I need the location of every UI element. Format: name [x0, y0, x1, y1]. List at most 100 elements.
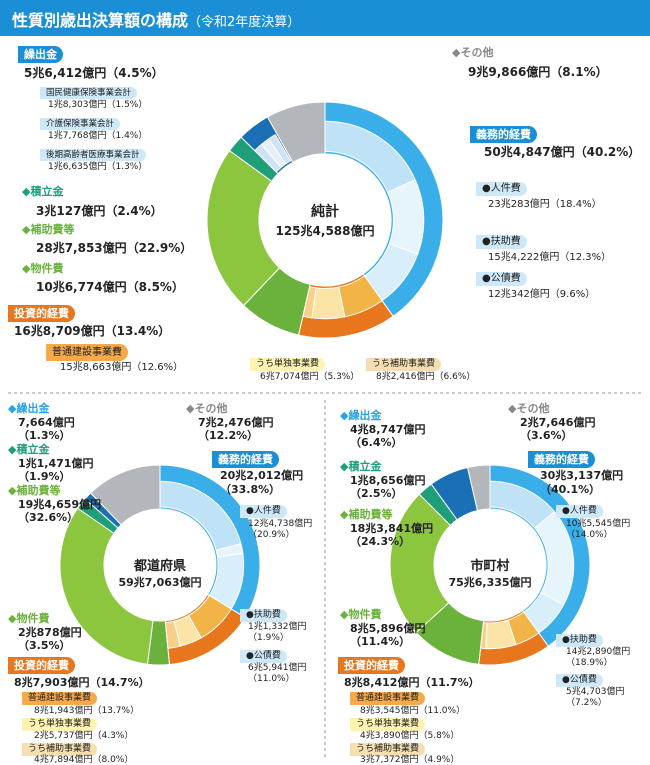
muni-label-mandatory: 義務的経費 — [528, 451, 595, 468]
pref-center-title: 都道府県 — [133, 559, 186, 574]
muni-label-transfer: ◆繰出金 — [340, 409, 382, 422]
pref-label-debt: ●公債費 — [240, 650, 287, 663]
muni-value-personnel: 10兆5,545億円 — [566, 519, 631, 529]
pref-label-transfer: ◆繰出金 — [8, 402, 50, 415]
pref-pct-personnel: （20.9%） — [248, 530, 295, 540]
pref-label-other-text: その他 — [194, 402, 228, 415]
muni-value-debt: 5兆4,703億円 — [566, 687, 625, 697]
header-bar: 性質別歳出決算額の構成（令和2年度決算） — [0, 0, 650, 36]
label-single: うち単独事業費 — [250, 358, 326, 371]
muni-pct-subsidy: （24.3%） — [350, 535, 411, 548]
value-nhi: 1兆8,303億円（1.5%） — [48, 100, 148, 110]
pref-pct-subsidy: （32.6%） — [18, 511, 79, 524]
value-elderly: 1兆6,635億円（1.3%） — [48, 162, 148, 172]
muni-label-debt-text: 公債費 — [569, 675, 597, 685]
label-welfare: ●扶助費 — [476, 235, 527, 249]
pref-value-subsidy: 19兆4,659億円 — [18, 498, 102, 511]
muni-label-subsidized: うち補助事業費 — [350, 743, 426, 756]
value-other: 9兆9,866億円（8.1%） — [468, 65, 608, 79]
title-text: 性質別歳出決算額の構成 — [12, 11, 189, 30]
pref-label-transfer-text: 繰出金 — [16, 402, 50, 415]
label-welfare-text: 扶助費 — [490, 236, 521, 247]
label-reserve-text: 積立金 — [30, 185, 64, 198]
muni-value-reserve: 1兆8,656億円 — [350, 474, 426, 487]
label-other-text: その他 — [460, 46, 494, 59]
muni-label-material: ◆物件費 — [340, 608, 382, 621]
pref-value-transfer: 7,664億円 — [18, 416, 75, 429]
pref-pct-mandatory: （33.8%） — [220, 483, 281, 496]
value-welfare: 15兆4,222億円（12.3%） — [488, 252, 612, 263]
muni-label-construction: 普通建設事業費 — [350, 692, 426, 705]
muni-label-reserve: ◆積立金 — [340, 460, 382, 473]
muni-label-single: うち単独事業費 — [350, 718, 426, 731]
muni-label-welfare-text: 扶助費 — [569, 635, 597, 645]
label-personnel-text: 人件費 — [490, 183, 521, 194]
muni-label-reserve-text: 積立金 — [348, 460, 382, 473]
muni-value-subsidized: 3兆7,372億円（4.9%） — [360, 755, 460, 765]
muni-value-transfer: 4兆8,747億円 — [350, 423, 426, 436]
subtitle-text: （令和2年度決算） — [188, 15, 301, 30]
muni-label-transfer-text: 繰出金 — [348, 409, 382, 422]
pref-center-hole — [105, 510, 215, 620]
value-construction: 15兆8,663億円（12.6%） — [60, 362, 184, 373]
pref-value-investment: 8兆7,903億円（14.7%） — [14, 676, 150, 689]
muni-center-hole — [435, 510, 545, 620]
pref-pct-debt: （11.0%） — [248, 674, 295, 684]
label-construction: 普通建設事業費 — [46, 344, 128, 361]
muni-label-subsidy: ◆補助費等 — [340, 508, 393, 521]
value-single: 6兆7,074億円（5.3%） — [260, 372, 360, 382]
label-debt: ●公債費 — [476, 272, 527, 286]
label-subsidy-text: 補助費等 — [30, 223, 75, 236]
value-reserve: 3兆127億円（2.4%） — [36, 204, 163, 218]
value-subsidy: 28兆7,853億円（22.9%） — [36, 241, 193, 255]
value-transfer: 5兆6,412億円（4.5%） — [24, 66, 164, 80]
pref-value-reserve: 1兆1,471億円 — [18, 457, 94, 470]
pref-outer-other — [89, 464, 161, 526]
pref-label-material: ◆物件費 — [8, 612, 50, 625]
pref-pct-reserve: （1.9%） — [18, 470, 71, 483]
value-material: 10兆6,774億円（8.5%） — [36, 280, 184, 294]
muni-pct-material: （11.4%） — [350, 635, 411, 648]
label-material: ◆物件費 — [22, 262, 64, 275]
pref-label-welfare-text: 扶助費 — [253, 610, 281, 620]
label-elderly: 後期高齢者医療事業会計 — [40, 149, 146, 161]
pref-pct-material: （3.5%） — [18, 639, 71, 652]
pref-label-reserve: ◆積立金 — [8, 443, 50, 456]
pref-label-investment: 投資的経費 — [8, 657, 75, 674]
muni-value-mandatory: 30兆3,137億円 — [540, 469, 624, 482]
pref-label-debt-text: 公債費 — [253, 651, 281, 661]
label-care: 介護保険事業会計 — [40, 118, 121, 130]
page-title: 性質別歳出決算額の構成（令和2年度決算） — [12, 7, 300, 31]
pref-label-personnel-text: 人件費 — [253, 506, 281, 516]
total-outer-other — [266, 101, 326, 163]
pref-outer-subsidy — [59, 507, 154, 665]
pref-pct-other: （12.2%） — [198, 429, 259, 442]
center-title-total: 純計 — [311, 204, 339, 220]
muni-center-value: 75兆6,335億円 — [448, 576, 532, 589]
label-investment: 投資的経費 — [8, 305, 75, 322]
pref-label-reserve-text: 積立金 — [16, 443, 50, 456]
pref-label-material-text: 物件費 — [16, 612, 50, 625]
total-inner-transfer-2 — [267, 133, 292, 165]
label-transfer: 繰出金 — [18, 46, 63, 63]
muni-value-single: 4兆3,890億円（5.8%） — [360, 731, 460, 741]
muni-value-subsidy: 18兆3,841億円 — [350, 522, 434, 535]
muni-value-material: 8兆5,896億円 — [350, 622, 426, 635]
pref-pct-transfer: （1.3%） — [18, 429, 71, 442]
pref-value-debt: 6兆5,941億円 — [248, 663, 307, 673]
value-care: 1兆7,768億円（1.4%） — [48, 131, 148, 141]
center-value-total: 125兆4,588億円 — [275, 224, 375, 238]
pref-value-welfare: 1兆1,332億円 — [248, 622, 307, 632]
total-center-hole — [260, 155, 390, 285]
pref-value-material: 2兆878億円 — [18, 626, 82, 639]
muni-pct-other: （3.6%） — [520, 429, 573, 442]
muni-center-title: 市町村 — [470, 559, 510, 574]
pref-value-single: 2兆5,737億円（4.3%） — [34, 731, 134, 741]
muni-label-other: ◆その他 — [508, 402, 550, 415]
muni-value-construction: 8兆3,545億円（11.0%） — [360, 706, 466, 716]
muni-outer-other — [466, 464, 491, 512]
label-personnel: ●人件費 — [476, 182, 527, 196]
pref-value-subsidized: 4兆7,894億円（8.0%） — [34, 755, 134, 765]
muni-pct-mandatory: （40.1%） — [540, 483, 601, 496]
